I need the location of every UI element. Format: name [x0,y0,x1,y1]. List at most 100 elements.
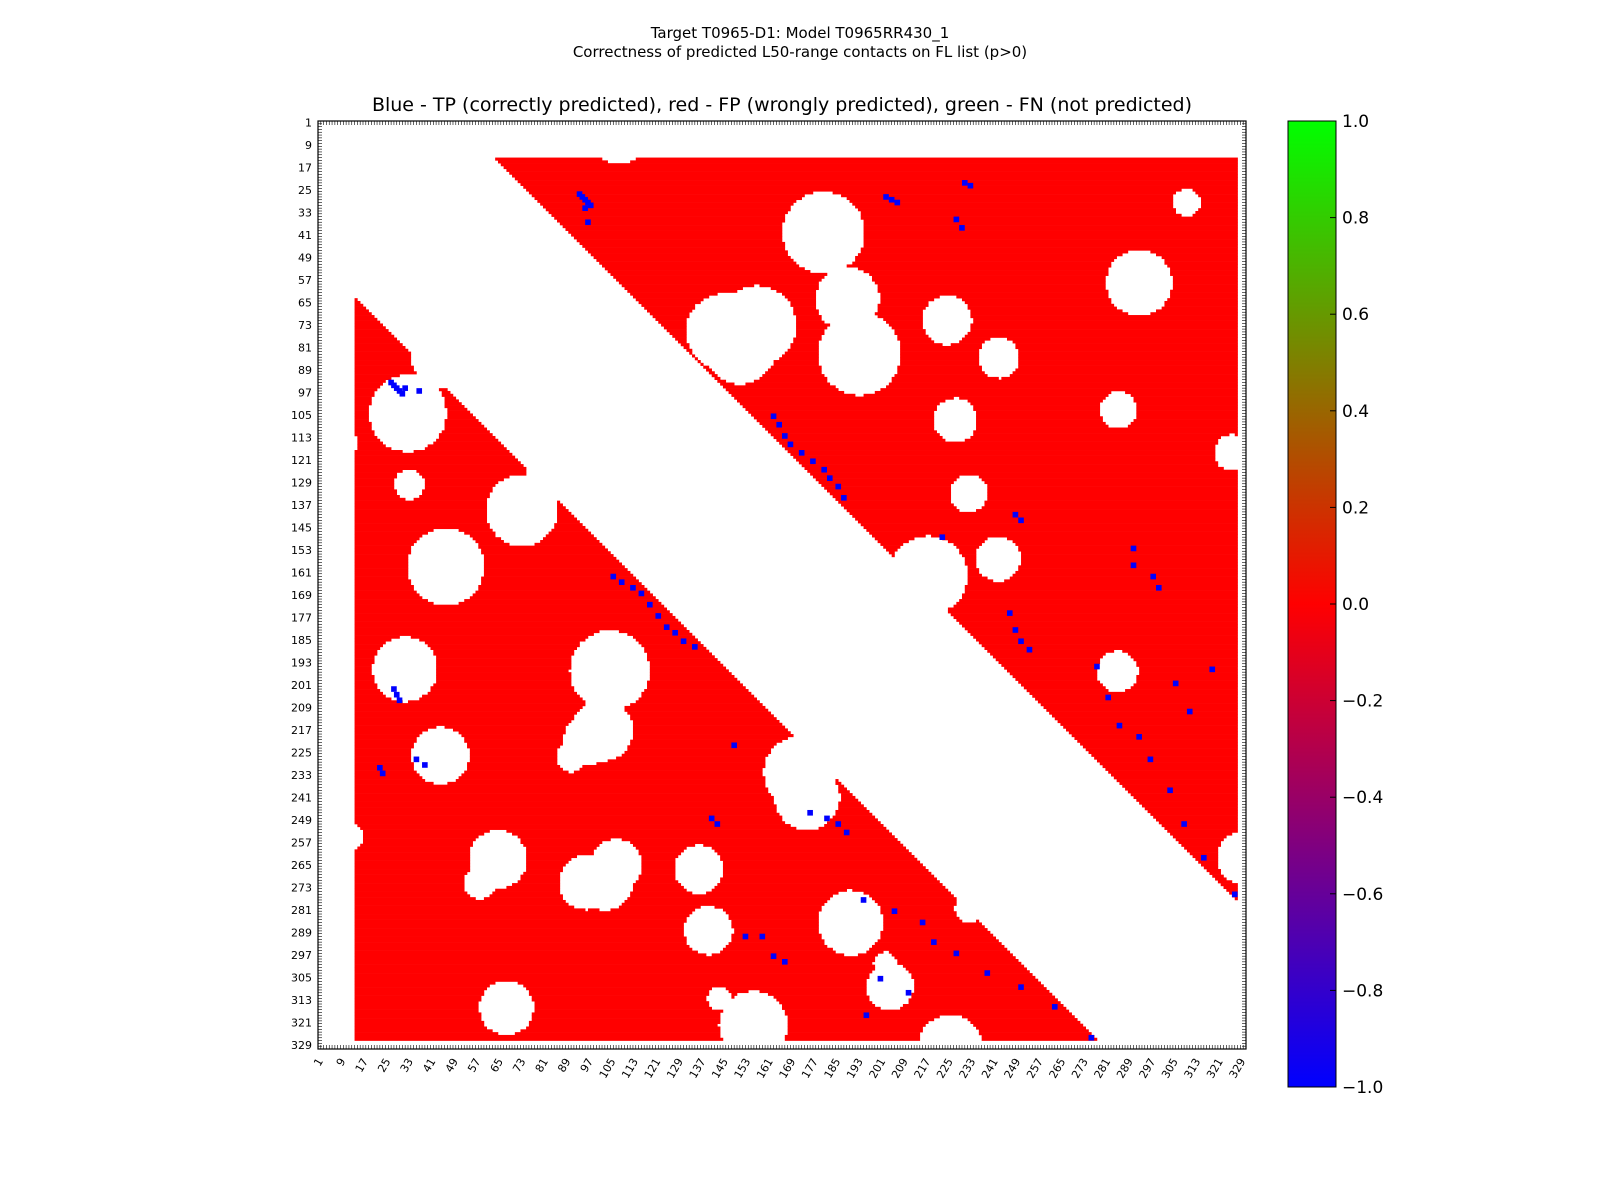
fp-contact-run [354,531,428,535]
tp-contact [582,196,588,203]
colorbar-tick-label: −0.2 [1342,692,1383,712]
fp-contact-run [978,475,1238,479]
fp-contact-run [826,821,881,825]
fp-contact-run [610,908,696,912]
fp-contact-run [863,236,1238,240]
fp-contact-run [970,312,1129,316]
fp-contact-run [874,899,957,904]
fp-contact-run [354,610,670,614]
fp-contact-run [624,899,828,904]
fp-contact-run [357,824,791,828]
fp-contact-run [1175,838,1224,842]
fp-contact-run [354,711,578,715]
fp-contact-run [914,984,1044,988]
fp-contact-run [526,869,563,873]
fp-contact-run [1074,736,1238,740]
fp-contact-run [472,537,502,541]
fp-contact-run [1172,284,1238,288]
y-tick-label: 305 [291,971,312,984]
fp-contact-run [1141,804,1238,808]
fp-contact-run [573,236,783,240]
fp-contact-run [354,849,471,853]
fp-contact-run [961,554,977,558]
fp-contact-run [1136,416,1238,420]
fp-contact-run [731,922,819,926]
fp-contact-run [841,503,954,507]
fp-contact-run [641,857,676,861]
fp-contact-run [526,866,563,870]
fp-contact-run [880,300,929,305]
fp-contact-run [354,998,482,1002]
fp-contact-run [362,832,485,836]
y-tick-label: 297 [291,949,312,962]
fp-contact-run [354,525,490,530]
fp-contact-run [354,365,414,369]
fp-contact-run [1136,410,1238,414]
fp-contact-run [354,506,488,510]
fp-contact-run [520,182,1238,186]
fp-contact-run [880,933,994,937]
fp-contact-run [554,525,586,530]
fp-contact-run [354,798,774,802]
fp-contact-run [1170,272,1238,276]
fp-contact-run [354,514,488,518]
fp-contact-run [531,1015,721,1019]
x-tick-label: 297 [1137,1056,1159,1081]
fp-contact-run [897,371,985,375]
fp-contact-run [1018,351,1238,355]
fp-contact-run [1096,759,1238,763]
fp-contact-run [931,534,1238,538]
tp-contact [742,933,749,940]
x-tick-label: 89 [555,1056,573,1075]
fp-contact-run [880,295,940,299]
fp-contact-run [880,930,991,934]
fp-contact-run [354,902,569,906]
fp-contact-run [765,427,935,431]
x-tick-label: 137 [687,1056,709,1081]
fp-contact-run [354,329,389,333]
fp-contact-run [835,781,842,785]
fp-contact-run [669,331,687,336]
fp-contact-run [686,348,693,352]
fp-contact-run [1035,697,1238,701]
tp-contact [961,180,968,186]
tp-contact [1130,545,1137,552]
fp-contact-run [984,500,1238,504]
fp-contact-run [973,317,1238,321]
x-tick-label: 201 [867,1056,889,1081]
fp-contact-run [756,419,935,423]
fp-contact-run [961,593,1238,597]
fp-contact-run [1161,255,1238,260]
fp-contact-run [759,376,828,381]
colorbar-ticks: 1.0 0.8 0.6 0.4 0.2 0.0 −0.2 −0.4 −0.6 −0.8 −1.0 [1330,112,1383,1098]
tp-contact [835,483,842,490]
fp-contact-run [1021,556,1238,560]
fp-contact-run [433,441,502,445]
fp-contact-run [1136,798,1238,802]
fp-contact-run [632,728,788,732]
fp-contact-run [863,270,1109,274]
fp-contact-run [464,599,659,603]
fp-contact-run [728,914,819,918]
fp-contact-run [1170,289,1238,293]
fp-contact-run [354,1006,479,1010]
tp-contact [610,573,617,580]
tp-contact [1094,663,1100,670]
fp-contact-run [531,995,707,999]
y-tick-label: 249 [291,814,312,827]
fp-contact-run [914,989,1050,994]
fp-contact-run [967,399,1103,403]
fp-contact-run [354,587,414,591]
fp-contact-run [354,540,417,544]
fp-contact-run [976,919,980,923]
fp-contact-run [1161,824,1238,828]
fp-contact-run [1082,745,1238,749]
fp-contact-run [1012,340,1238,344]
fp-contact-run [970,402,1101,406]
fp-contact-run [354,559,409,563]
fp-contact-run [607,270,811,274]
fp-contact-run [641,854,679,859]
fp-contact-run [860,250,1129,254]
fp-contact-run [621,838,898,842]
fp-contact-run [1167,264,1238,268]
